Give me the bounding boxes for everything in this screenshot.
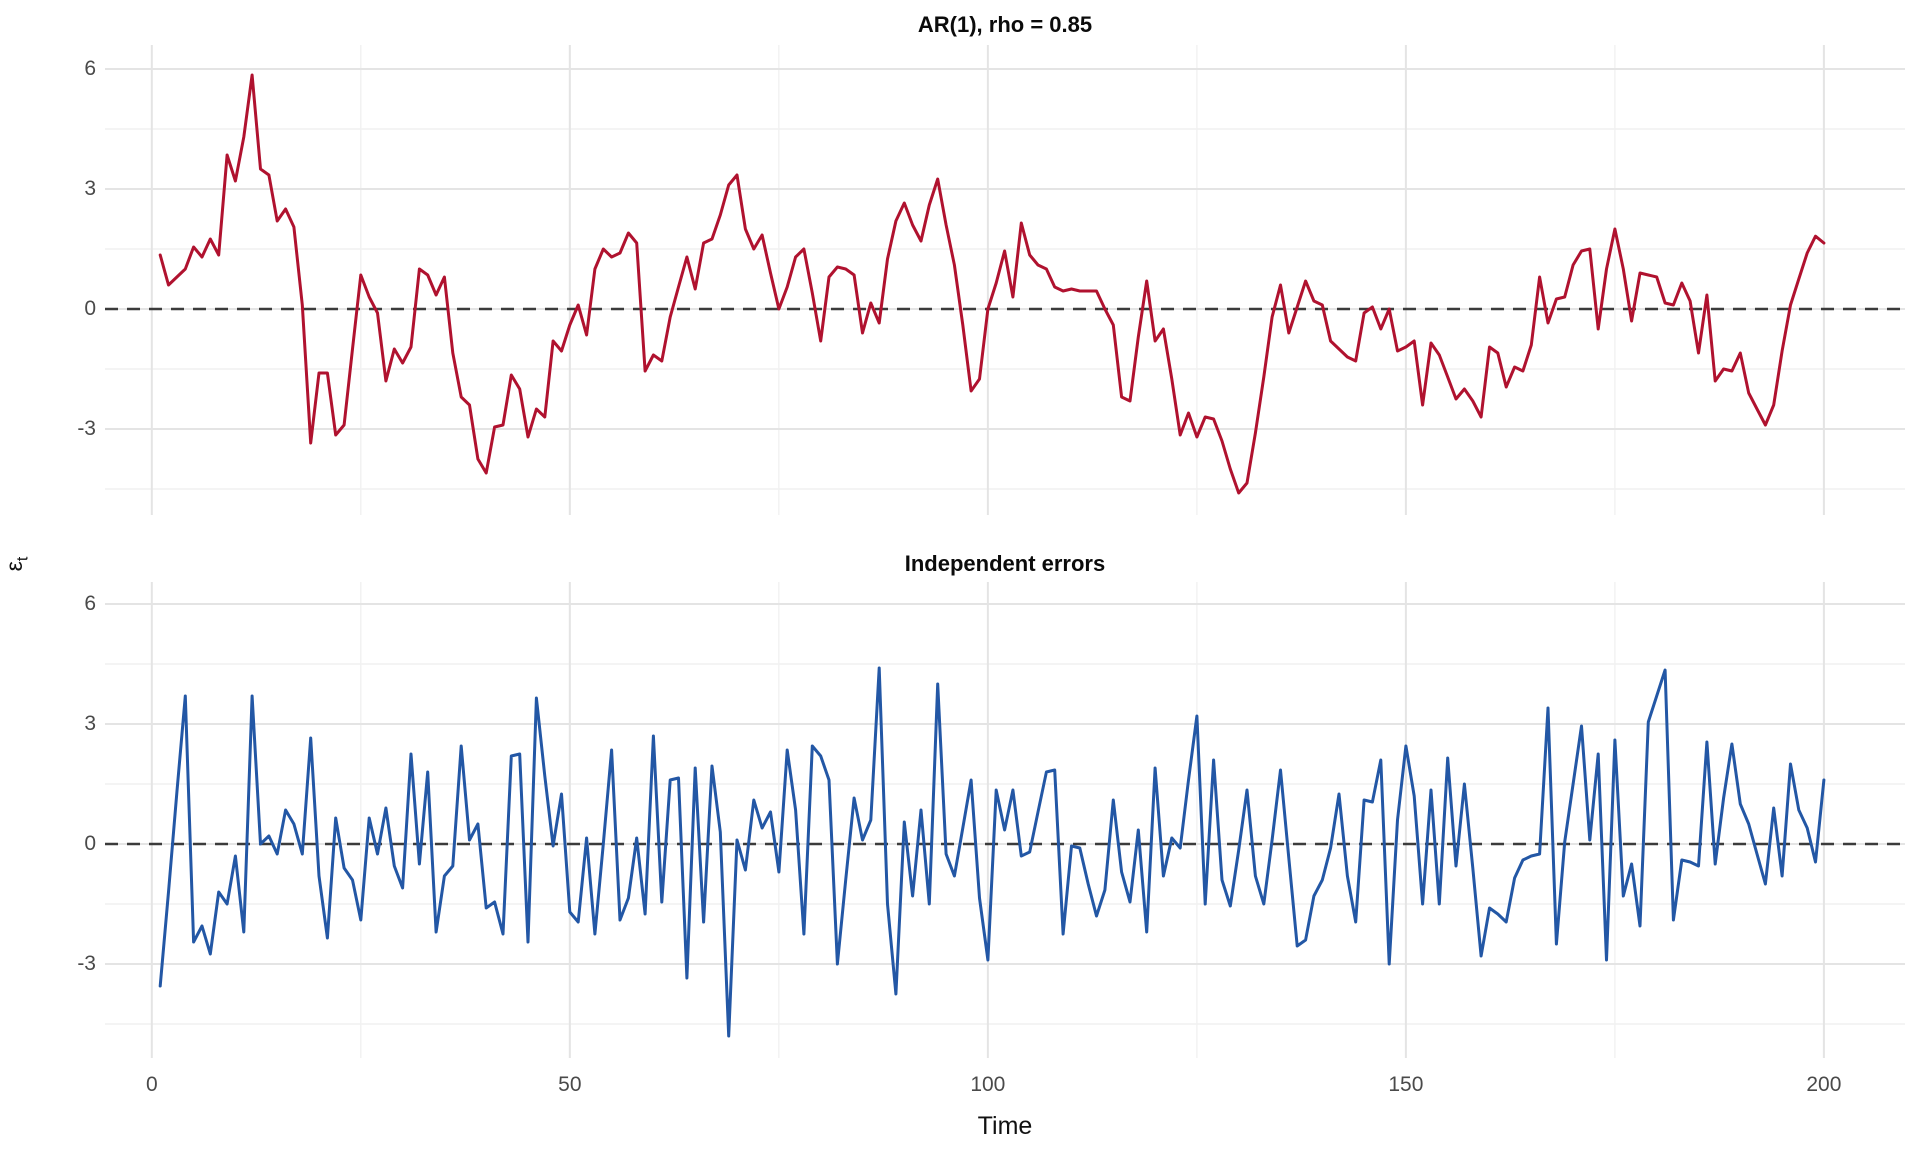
y-tick-label: -3 (77, 417, 96, 440)
y-tick-label: 6 (84, 592, 96, 615)
bottom-chart-title: Independent errors (904, 551, 1106, 576)
x-tick-label: 200 (1806, 1073, 1842, 1096)
bottom-chart-panel (105, 582, 1905, 1058)
x-tick-label: 0 (145, 1073, 158, 1096)
top-chart-panel (105, 45, 1905, 515)
y-tick-label: 3 (84, 712, 96, 735)
ar-1-errors-rho-0-85-series (158, 73, 1826, 495)
top-chart-title: AR(1), rho = 0.85 (917, 12, 1093, 37)
y-tick-label: 3 (84, 177, 96, 200)
y-axis-label: εt (1, 556, 32, 572)
y-tick-label: -3 (77, 952, 96, 975)
x-tick-label: 150 (1388, 1073, 1424, 1096)
y-tick-label: 6 (84, 57, 96, 80)
x-tick-label: 50 (558, 1073, 582, 1096)
y-tick-label: 0 (84, 297, 96, 320)
x-tick-label: 100 (970, 1073, 1006, 1096)
ar1-line-chart (105, 45, 1905, 515)
y-tick-label: 0 (84, 832, 96, 855)
x-axis-label: Time (977, 1112, 1033, 1140)
independent-errors-series (158, 666, 1826, 1038)
independent-errors-line-chart (105, 582, 1905, 1058)
